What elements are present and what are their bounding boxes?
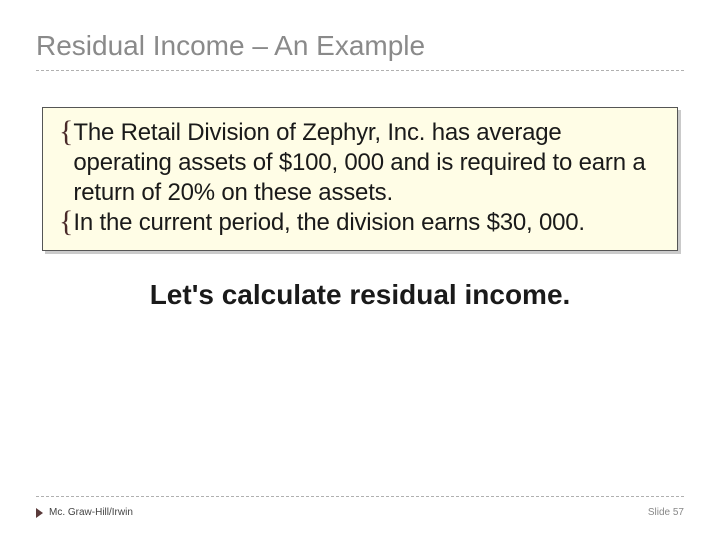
triangle-icon [36,508,43,518]
brace-icon: { [59,208,73,236]
footer-row: Mc. Graw-Hill/Irwin Slide 57 [36,507,684,518]
bullet-item: { In the current period, the division ea… [59,208,661,238]
page-number: Slide 57 [648,507,684,518]
slide-title: Residual Income – An Example [36,30,684,71]
slide-footer: Mc. Graw-Hill/Irwin Slide 57 [36,496,684,518]
bullet-text: The Retail Division of Zephyr, Inc. has … [73,118,661,208]
slide: Residual Income – An Example { The Retai… [0,0,720,540]
bullet-text: In the current period, the division earn… [73,208,584,238]
bullet-item: { The Retail Division of Zephyr, Inc. ha… [59,118,661,208]
footer-rule [36,496,684,497]
footer-left: Mc. Graw-Hill/Irwin [36,507,133,518]
brace-icon: { [59,118,73,146]
content-box: { The Retail Division of Zephyr, Inc. ha… [42,107,678,251]
publisher-label: Mc. Graw-Hill/Irwin [49,507,133,518]
callout-text: Let's calculate residual income. [36,279,684,311]
